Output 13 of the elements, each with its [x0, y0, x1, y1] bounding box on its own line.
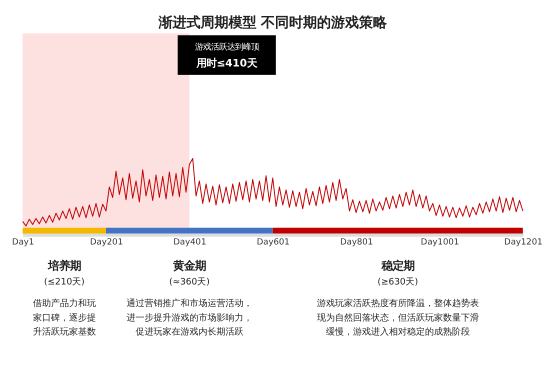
text: 游戏活跃达到峰顶	[194, 42, 259, 52]
text: 黄金期 (≈360天) 通过营销推广和市场运营活动，进一步提升游戏的市场影响力，促进玩家在游戏内长期活跃	[126, 258, 252, 338]
x-tick-label: Day401	[173, 237, 206, 248]
x-tick-label: Day201	[90, 237, 123, 248]
text: 培养期 (≤210天) 借助产品力和玩家口碑，逐步提升活跃玩家基数	[32, 258, 96, 338]
chart-title: 渐进式周期模型 不同时期的游戏策略	[157, 14, 388, 31]
x-tick-label: Day1	[12, 237, 34, 248]
x-tick-label: Day1201	[504, 237, 543, 248]
x-tick-label: Day1001	[420, 237, 460, 248]
x-tick-label: Day601	[256, 237, 290, 248]
text: 稳定期 (≥630天) 游戏玩家活跃热度有所降温，整体趋势表现为自然回落状态，但活跃玩家数量下滑缓慢，游戏进入相对稳定的成熟阶段	[316, 258, 479, 338]
text: 用时≤410天	[196, 57, 258, 70]
x-tick-label: Day801	[340, 237, 374, 248]
